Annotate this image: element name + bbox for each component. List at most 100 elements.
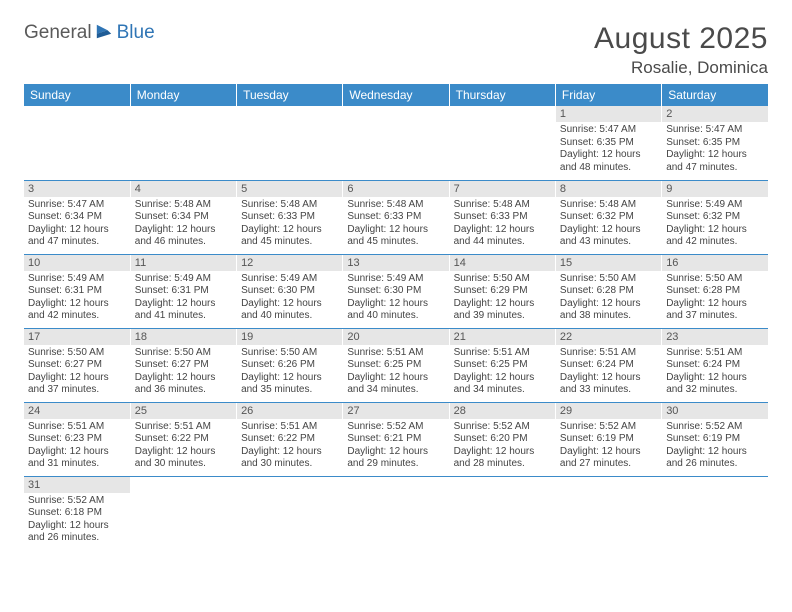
calendar-day-cell: 11Sunrise: 5:49 AMSunset: 6:31 PMDayligh… xyxy=(130,254,236,328)
sunrise-text: Sunrise: 5:47 AM xyxy=(28,199,126,212)
day-number: 21 xyxy=(450,329,555,345)
calendar-day-cell xyxy=(449,106,555,180)
calendar-day-cell xyxy=(343,106,449,180)
daylight-text: Daylight: 12 hours and 42 minutes. xyxy=(666,224,764,249)
daylight-text: Daylight: 12 hours and 40 minutes. xyxy=(241,298,338,323)
sunset-text: Sunset: 6:27 PM xyxy=(28,359,126,372)
daylight-text: Daylight: 12 hours and 45 minutes. xyxy=(347,224,444,249)
sunset-text: Sunset: 6:35 PM xyxy=(560,137,657,150)
calendar-day-cell: 20Sunrise: 5:51 AMSunset: 6:25 PMDayligh… xyxy=(343,328,449,402)
sunrise-text: Sunrise: 5:48 AM xyxy=(135,199,232,212)
day-number: 10 xyxy=(24,255,130,271)
calendar-day-cell: 10Sunrise: 5:49 AMSunset: 6:31 PMDayligh… xyxy=(24,254,130,328)
day-details: Sunrise: 5:50 AMSunset: 6:28 PMDaylight:… xyxy=(556,271,661,327)
calendar-day-cell: 9Sunrise: 5:49 AMSunset: 6:32 PMDaylight… xyxy=(662,180,768,254)
sunset-text: Sunset: 6:24 PM xyxy=(666,359,764,372)
calendar-day-cell: 25Sunrise: 5:51 AMSunset: 6:22 PMDayligh… xyxy=(130,402,236,476)
daylight-text: Daylight: 12 hours and 36 minutes. xyxy=(135,372,232,397)
calendar-day-cell: 24Sunrise: 5:51 AMSunset: 6:23 PMDayligh… xyxy=(24,402,130,476)
day-number: 3 xyxy=(24,181,130,197)
day-header: Friday xyxy=(555,84,661,106)
sunset-text: Sunset: 6:22 PM xyxy=(135,433,232,446)
sunset-text: Sunset: 6:28 PM xyxy=(560,285,657,298)
daylight-text: Daylight: 12 hours and 37 minutes. xyxy=(666,298,764,323)
calendar-day-cell: 12Sunrise: 5:49 AMSunset: 6:30 PMDayligh… xyxy=(237,254,343,328)
sunrise-text: Sunrise: 5:48 AM xyxy=(347,199,444,212)
sunrise-text: Sunrise: 5:52 AM xyxy=(28,495,126,508)
day-number: 8 xyxy=(556,181,661,197)
sunset-text: Sunset: 6:28 PM xyxy=(666,285,764,298)
day-details: Sunrise: 5:52 AMSunset: 6:19 PMDaylight:… xyxy=(662,419,768,475)
sunset-text: Sunset: 6:32 PM xyxy=(666,211,764,224)
day-details: Sunrise: 5:47 AMSunset: 6:35 PMDaylight:… xyxy=(662,122,768,178)
daylight-text: Daylight: 12 hours and 27 minutes. xyxy=(560,446,657,471)
calendar-week-row: 31Sunrise: 5:52 AMSunset: 6:18 PMDayligh… xyxy=(24,476,768,550)
sunrise-text: Sunrise: 5:48 AM xyxy=(241,199,338,212)
sunset-text: Sunset: 6:33 PM xyxy=(241,211,338,224)
sunrise-text: Sunrise: 5:49 AM xyxy=(135,273,232,286)
day-details: Sunrise: 5:51 AMSunset: 6:24 PMDaylight:… xyxy=(556,345,661,401)
daylight-text: Daylight: 12 hours and 33 minutes. xyxy=(560,372,657,397)
calendar-day-cell xyxy=(555,476,661,550)
daylight-text: Daylight: 12 hours and 45 minutes. xyxy=(241,224,338,249)
calendar-day-cell: 27Sunrise: 5:52 AMSunset: 6:21 PMDayligh… xyxy=(343,402,449,476)
sunset-text: Sunset: 6:19 PM xyxy=(560,433,657,446)
calendar-day-cell: 14Sunrise: 5:50 AMSunset: 6:29 PMDayligh… xyxy=(449,254,555,328)
day-details: Sunrise: 5:50 AMSunset: 6:27 PMDaylight:… xyxy=(131,345,236,401)
day-details: Sunrise: 5:49 AMSunset: 6:30 PMDaylight:… xyxy=(237,271,342,327)
sunrise-text: Sunrise: 5:47 AM xyxy=(666,124,764,137)
sunrise-text: Sunrise: 5:51 AM xyxy=(28,421,126,434)
sunrise-text: Sunrise: 5:50 AM xyxy=(454,273,551,286)
day-details: Sunrise: 5:49 AMSunset: 6:31 PMDaylight:… xyxy=(131,271,236,327)
sunset-text: Sunset: 6:30 PM xyxy=(241,285,338,298)
calendar-day-cell: 1Sunrise: 5:47 AMSunset: 6:35 PMDaylight… xyxy=(555,106,661,180)
calendar-day-cell: 29Sunrise: 5:52 AMSunset: 6:19 PMDayligh… xyxy=(555,402,661,476)
daylight-text: Daylight: 12 hours and 44 minutes. xyxy=(454,224,551,249)
day-details: Sunrise: 5:47 AMSunset: 6:35 PMDaylight:… xyxy=(556,122,661,178)
sunrise-text: Sunrise: 5:51 AM xyxy=(666,347,764,360)
sunrise-text: Sunrise: 5:49 AM xyxy=(241,273,338,286)
daylight-text: Daylight: 12 hours and 26 minutes. xyxy=(28,520,126,545)
calendar-body: 1Sunrise: 5:47 AMSunset: 6:35 PMDaylight… xyxy=(24,106,768,550)
sunset-text: Sunset: 6:35 PM xyxy=(666,137,764,150)
daylight-text: Daylight: 12 hours and 26 minutes. xyxy=(666,446,764,471)
calendar-head: SundayMondayTuesdayWednesdayThursdayFrid… xyxy=(24,84,768,106)
sunrise-text: Sunrise: 5:51 AM xyxy=(241,421,338,434)
day-details: Sunrise: 5:50 AMSunset: 6:27 PMDaylight:… xyxy=(24,345,130,401)
daylight-text: Daylight: 12 hours and 30 minutes. xyxy=(135,446,232,471)
calendar-day-cell: 17Sunrise: 5:50 AMSunset: 6:27 PMDayligh… xyxy=(24,328,130,402)
day-details: Sunrise: 5:52 AMSunset: 6:20 PMDaylight:… xyxy=(450,419,555,475)
sunrise-text: Sunrise: 5:49 AM xyxy=(347,273,444,286)
day-header: Tuesday xyxy=(237,84,343,106)
day-details: Sunrise: 5:51 AMSunset: 6:23 PMDaylight:… xyxy=(24,419,130,475)
day-number: 19 xyxy=(237,329,342,345)
day-details: Sunrise: 5:49 AMSunset: 6:31 PMDaylight:… xyxy=(24,271,130,327)
day-header: Monday xyxy=(130,84,236,106)
calendar-day-cell: 15Sunrise: 5:50 AMSunset: 6:28 PMDayligh… xyxy=(555,254,661,328)
day-details: Sunrise: 5:47 AMSunset: 6:34 PMDaylight:… xyxy=(24,197,130,253)
sunrise-text: Sunrise: 5:49 AM xyxy=(666,199,764,212)
logo-text-general: General xyxy=(24,22,92,44)
title-block: August 2025 Rosalie, Dominica xyxy=(594,22,768,78)
sunrise-text: Sunrise: 5:52 AM xyxy=(666,421,764,434)
daylight-text: Daylight: 12 hours and 37 minutes. xyxy=(28,372,126,397)
day-number: 28 xyxy=(450,403,555,419)
calendar-day-cell: 19Sunrise: 5:50 AMSunset: 6:26 PMDayligh… xyxy=(237,328,343,402)
day-number: 11 xyxy=(131,255,236,271)
daylight-text: Daylight: 12 hours and 42 minutes. xyxy=(28,298,126,323)
daylight-text: Daylight: 12 hours and 47 minutes. xyxy=(28,224,126,249)
daylight-text: Daylight: 12 hours and 47 minutes. xyxy=(666,149,764,174)
day-number: 1 xyxy=(556,106,661,122)
day-details: Sunrise: 5:48 AMSunset: 6:33 PMDaylight:… xyxy=(237,197,342,253)
daylight-text: Daylight: 12 hours and 28 minutes. xyxy=(454,446,551,471)
calendar-week-row: 1Sunrise: 5:47 AMSunset: 6:35 PMDaylight… xyxy=(24,106,768,180)
day-number: 24 xyxy=(24,403,130,419)
day-details: Sunrise: 5:50 AMSunset: 6:26 PMDaylight:… xyxy=(237,345,342,401)
day-details: Sunrise: 5:50 AMSunset: 6:28 PMDaylight:… xyxy=(662,271,768,327)
calendar-day-cell xyxy=(449,476,555,550)
daylight-text: Daylight: 12 hours and 46 minutes. xyxy=(135,224,232,249)
daylight-text: Daylight: 12 hours and 31 minutes. xyxy=(28,446,126,471)
sunset-text: Sunset: 6:24 PM xyxy=(560,359,657,372)
daylight-text: Daylight: 12 hours and 40 minutes. xyxy=(347,298,444,323)
calendar-day-cell: 5Sunrise: 5:48 AMSunset: 6:33 PMDaylight… xyxy=(237,180,343,254)
